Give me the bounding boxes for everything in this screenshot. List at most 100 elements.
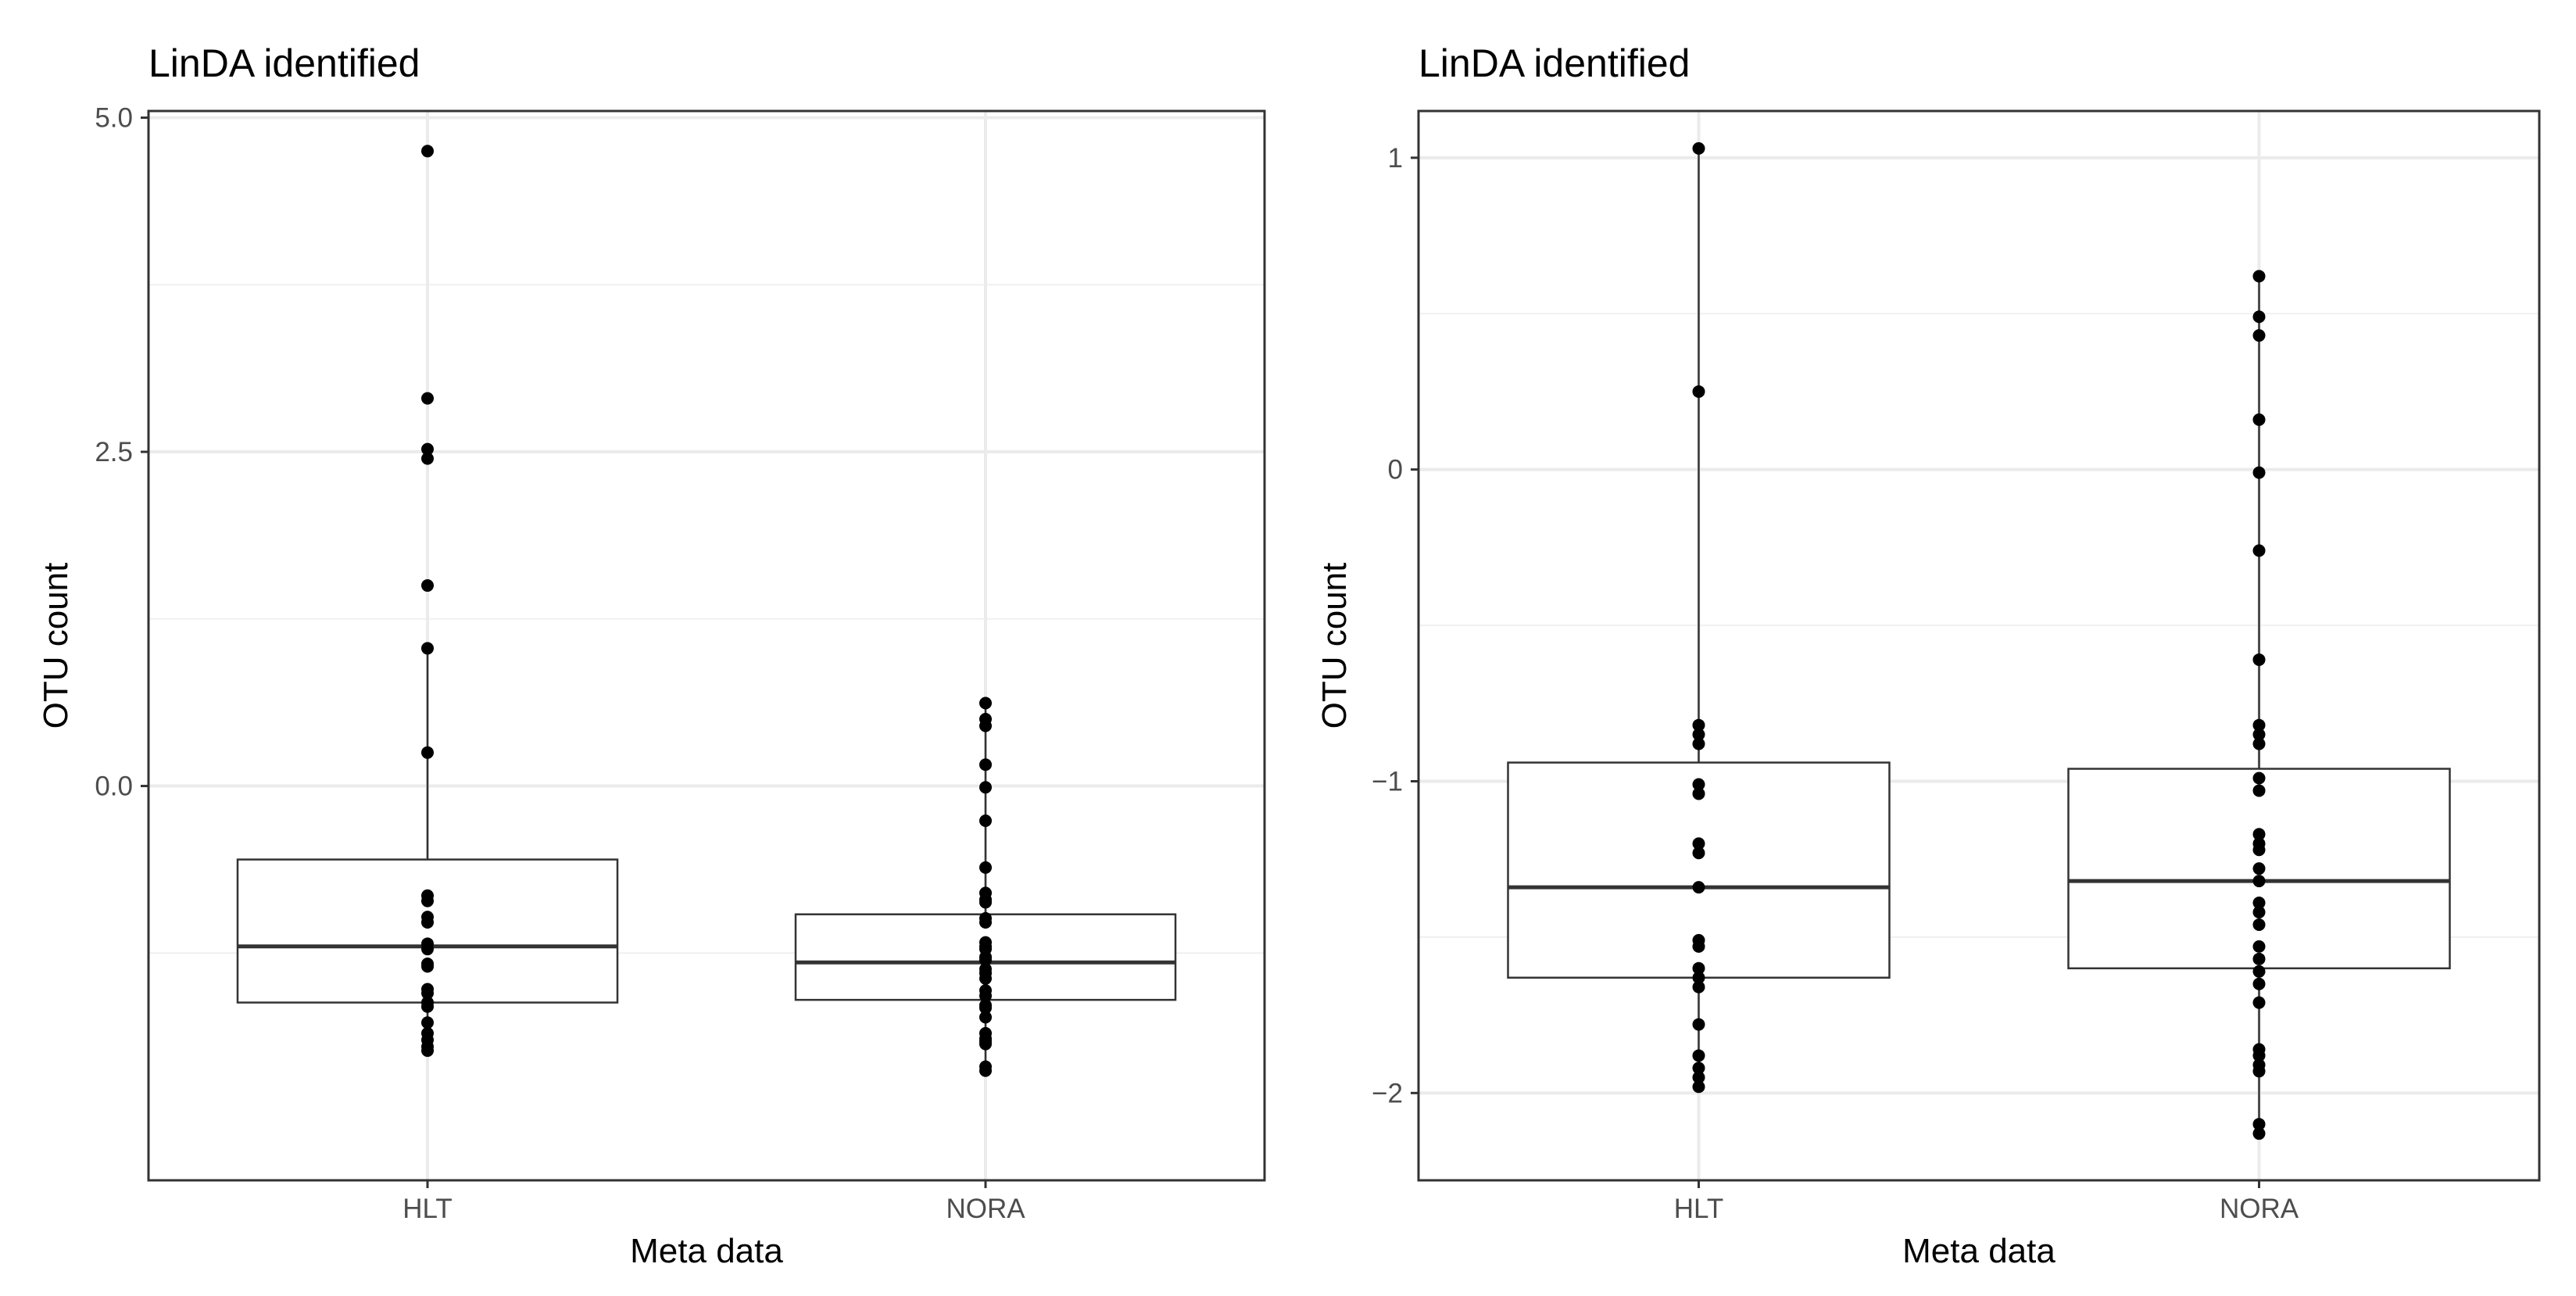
left-nora-data-point xyxy=(979,1001,992,1015)
right-nora-data-point xyxy=(2252,718,2266,732)
left-hlt-data-point xyxy=(421,1000,434,1013)
right-data-layer xyxy=(1507,141,2451,1140)
left-nora-data-point xyxy=(979,972,992,985)
right-y-tick-label: 1 xyxy=(1388,143,1403,174)
left-y-axis: 5.0 2.5 0.0 xyxy=(95,103,148,802)
left-hlt-data-point xyxy=(421,746,434,759)
right-nora-data-point xyxy=(2252,965,2266,978)
right-x-axis-title: Meta data xyxy=(1902,1232,2055,1270)
right-hlt-data-point xyxy=(1692,385,1705,398)
right-hlt-data-point xyxy=(1692,737,1705,750)
left-chart-title: LinDA identified xyxy=(148,41,420,85)
left-nora-data-point xyxy=(979,990,992,1003)
left-nora-data-point xyxy=(979,861,992,874)
left-hlt-box xyxy=(236,858,619,1004)
left-hlt-data-point xyxy=(421,442,434,456)
right-hlt-data-point xyxy=(1692,940,1705,953)
right-hlt-data-point xyxy=(1692,141,1705,155)
right-y-tick-label: 0 xyxy=(1388,455,1403,485)
right-hlt-data-point xyxy=(1692,778,1705,791)
left-nora-data-point xyxy=(979,1011,992,1024)
left-y-tick-label: 5.0 xyxy=(95,103,133,134)
left-y-tick-label: 0.0 xyxy=(95,772,133,802)
left-hlt-data-point xyxy=(421,579,434,593)
right-nora-data-point xyxy=(2252,772,2266,785)
right-hlt-data-point xyxy=(1692,1062,1705,1075)
right-nora-data-point xyxy=(2252,329,2266,342)
right-hlt-data-point xyxy=(1692,847,1705,860)
right-nora-data-point xyxy=(2252,270,2266,283)
right-nora-data-point xyxy=(2252,1049,2266,1062)
right-nora-data-point xyxy=(2252,544,2266,557)
left-nora-data-point xyxy=(979,1037,992,1051)
right-panel: LinDA identified 1 0 −1 −2 HLT NORA Meta dat… xyxy=(1315,41,2541,1270)
left-hlt-data-point xyxy=(421,960,434,973)
left-plot-background xyxy=(148,111,1265,1180)
right-nora-data-point xyxy=(2252,875,2266,888)
right-hlt-data-point xyxy=(1692,1049,1705,1062)
right-nora-data-point xyxy=(2252,897,2266,910)
right-nora-data-point xyxy=(2252,952,2266,965)
left-nora-data-point xyxy=(979,781,992,794)
right-nora-data-point xyxy=(2252,940,2266,953)
right-chart-title: LinDA identified xyxy=(1419,41,1690,85)
right-x-tick-label-hlt: HLT xyxy=(1674,1194,1724,1224)
left-hlt-data-point xyxy=(421,1044,434,1058)
right-hlt-data-point xyxy=(1692,837,1705,850)
left-nora-data-point xyxy=(979,915,992,929)
right-x-axis: HLT NORA xyxy=(1674,1180,2299,1224)
left-nora-data-point xyxy=(979,1064,992,1077)
right-plot-border xyxy=(1417,109,2541,1182)
right-nora-data-point xyxy=(2252,906,2266,919)
right-nora-data-point xyxy=(2252,828,2266,841)
right-hlt-data-point xyxy=(1692,787,1705,800)
right-y-tick-label: −1 xyxy=(1372,766,1403,797)
left-plot-border xyxy=(147,109,1266,1182)
right-y-tick-label: −2 xyxy=(1372,1078,1403,1108)
right-hlt-data-point xyxy=(1692,1071,1705,1084)
right-nora-data-point xyxy=(2252,413,2266,426)
right-hlt-data-point xyxy=(1692,881,1705,894)
left-panel: LinDA identified 5.0 2.5 0.0 HLT NORA Meta … xyxy=(37,41,1266,1270)
right-hlt-data-point xyxy=(1692,980,1705,993)
left-data-layer xyxy=(236,145,1177,1077)
left-hlt-data-point xyxy=(421,642,434,655)
left-hlt-data-point xyxy=(421,145,434,158)
right-hlt-data-point xyxy=(1692,1080,1705,1094)
left-y-axis-title: OTU count xyxy=(37,563,75,729)
right-hlt-data-point xyxy=(1692,1018,1705,1031)
right-nora-data-point xyxy=(2252,862,2266,875)
left-hlt-data-point xyxy=(421,392,434,405)
right-hlt-data-point xyxy=(1692,971,1705,984)
left-hlt-data-point xyxy=(421,1016,434,1029)
right-nora-data-point xyxy=(2252,977,2266,990)
right-nora-data-point xyxy=(2252,728,2266,741)
left-hlt-data-point xyxy=(421,943,434,956)
right-hlt-data-point xyxy=(1692,718,1705,732)
right-hlt-data-point xyxy=(1692,728,1705,741)
right-nora-data-point xyxy=(2252,784,2266,797)
right-nora-data-point xyxy=(2252,918,2266,931)
left-x-axis-title: Meta data xyxy=(630,1232,783,1270)
right-plot-background xyxy=(1419,111,2539,1180)
left-y-tick-label: 2.5 xyxy=(95,437,133,467)
left-nora-data-point xyxy=(979,758,992,772)
left-hlt-data-point xyxy=(421,986,434,1000)
left-x-tick-label-nora: NORA xyxy=(946,1194,1025,1224)
left-x-axis: HLT NORA xyxy=(402,1180,1025,1224)
left-nora-data-point xyxy=(979,896,992,909)
left-hlt-data-point xyxy=(421,894,434,908)
left-x-tick-label-hlt: HLT xyxy=(402,1194,453,1224)
right-y-axis: 1 0 −1 −2 xyxy=(1372,143,1419,1108)
right-nora-data-point xyxy=(2252,737,2266,750)
left-hlt-data-point xyxy=(421,452,434,465)
right-nora-data-point xyxy=(2252,843,2266,857)
right-nora-data-point xyxy=(2252,1127,2266,1140)
left-nora-data-point xyxy=(979,696,992,710)
left-hlt-data-point xyxy=(421,915,434,929)
left-nora-data-point xyxy=(979,814,992,828)
left-nora-data-point xyxy=(979,719,992,732)
right-nora-data-point xyxy=(2252,466,2266,479)
right-nora-data-point xyxy=(2252,1065,2266,1078)
